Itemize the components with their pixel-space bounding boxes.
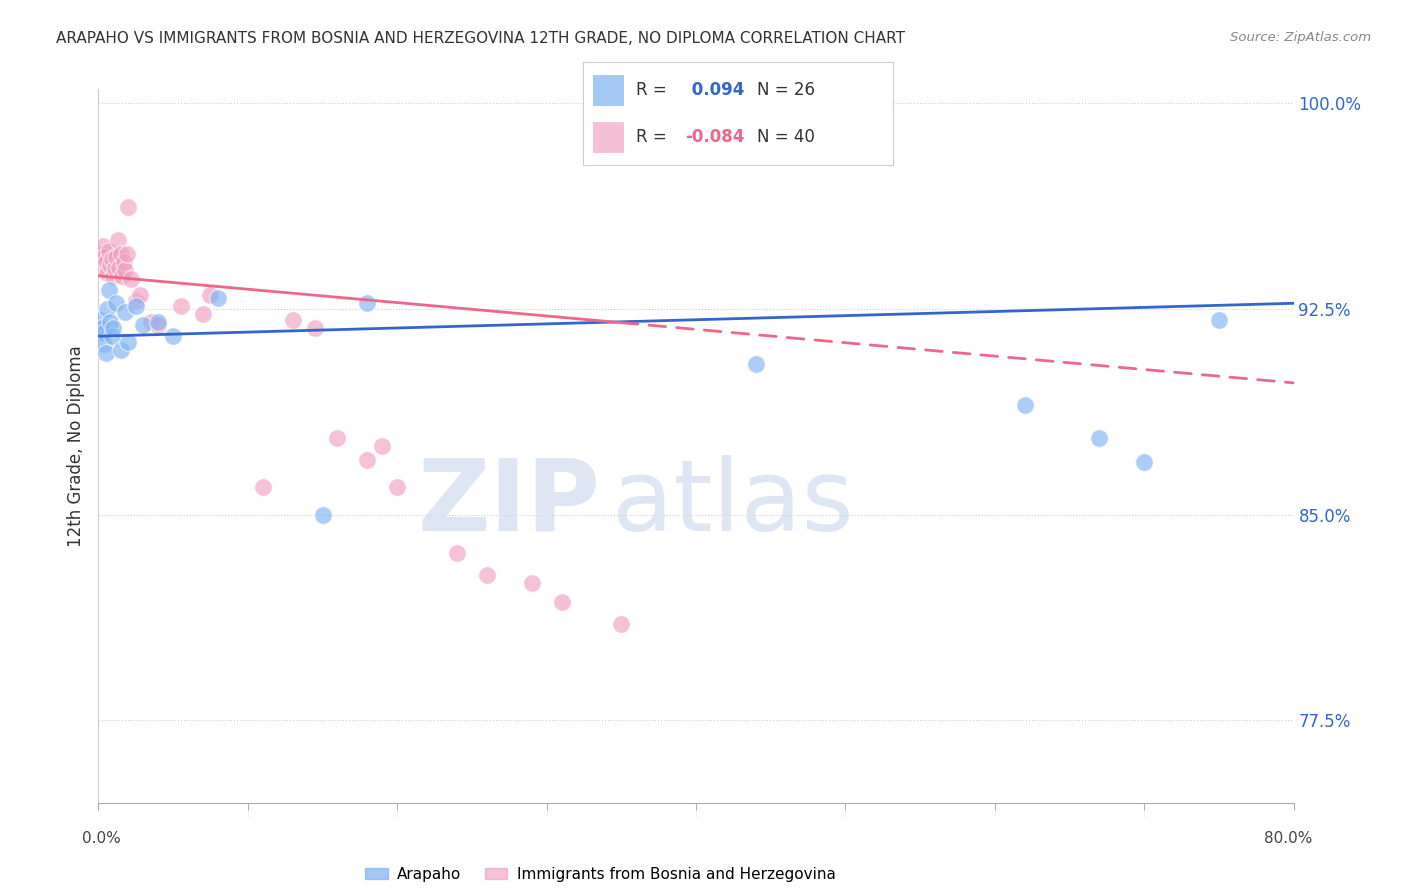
Point [90,247,112,261]
Point [1088,431,1111,445]
Y-axis label: 12th Grade, No Diploma: 12th Grade, No Diploma [66,345,84,547]
Point [125,293,148,308]
Point [93,337,115,351]
Point [105,250,128,264]
Point [200,288,222,302]
Point [446,546,468,560]
Point [311,508,333,522]
Point [104,260,127,275]
Point [162,329,184,343]
Point [107,233,129,247]
Point [91,238,114,252]
Text: N = 40: N = 40 [756,128,814,146]
Point [112,255,135,269]
Point [1014,398,1036,412]
Text: ARAPAHO VS IMMIGRANTS FROM BOSNIA AND HERZEGOVINA 12TH GRADE, NO DIPLOMA CORRELA: ARAPAHO VS IMMIGRANTS FROM BOSNIA AND HE… [56,31,905,46]
Point [96,301,118,316]
Point [115,247,138,261]
Point [148,316,170,330]
Point [114,304,136,318]
Point [169,299,191,313]
Point [610,617,633,632]
Point [103,268,125,283]
Point [94,345,117,359]
Point [139,316,162,330]
Point [120,271,142,285]
Text: R =: R = [636,128,672,146]
Point [110,247,132,261]
Point [304,321,326,335]
Point [89,312,111,326]
Point [108,260,131,275]
Point [520,576,543,591]
Point [97,283,120,297]
Text: Source: ZipAtlas.com: Source: ZipAtlas.com [1230,31,1371,45]
Legend: Arapaho, Immigrants from Bosnia and Herzegovina: Arapaho, Immigrants from Bosnia and Herz… [359,861,842,888]
Point [356,296,378,310]
Point [96,266,118,280]
Text: -0.084: -0.084 [686,128,745,146]
Point [91,326,114,341]
Point [356,452,378,467]
Text: R =: R = [636,81,672,99]
Point [111,268,134,283]
Point [110,343,132,357]
Point [97,244,120,259]
Point [117,334,139,349]
Point [1208,312,1230,326]
Point [326,431,349,445]
Point [125,299,148,313]
Text: ZIP: ZIP [418,455,600,551]
Point [129,288,152,302]
Point [93,250,115,264]
Point [117,200,139,214]
Point [101,252,124,267]
Point [105,296,128,310]
Point [132,318,155,333]
Point [191,307,214,321]
Point [475,568,498,582]
Point [281,312,304,326]
Point [207,291,229,305]
Bar [593,122,624,153]
Point [252,480,274,494]
Text: N = 26: N = 26 [756,81,814,99]
Point [101,329,124,343]
Text: 0.0%: 0.0% [82,831,121,846]
Text: 0.094: 0.094 [686,81,744,99]
Point [103,321,125,335]
Text: atlas: atlas [612,455,853,551]
Point [98,258,122,272]
Point [550,595,572,609]
Point [371,439,394,453]
Point [745,357,768,371]
Point [89,260,111,275]
Bar [593,75,624,105]
Point [90,321,112,335]
Point [385,480,409,494]
Point [1133,455,1156,469]
Point [94,255,117,269]
Point [98,316,122,330]
Text: 80.0%: 80.0% [1264,831,1312,846]
Point [114,263,136,277]
Point [148,318,170,333]
